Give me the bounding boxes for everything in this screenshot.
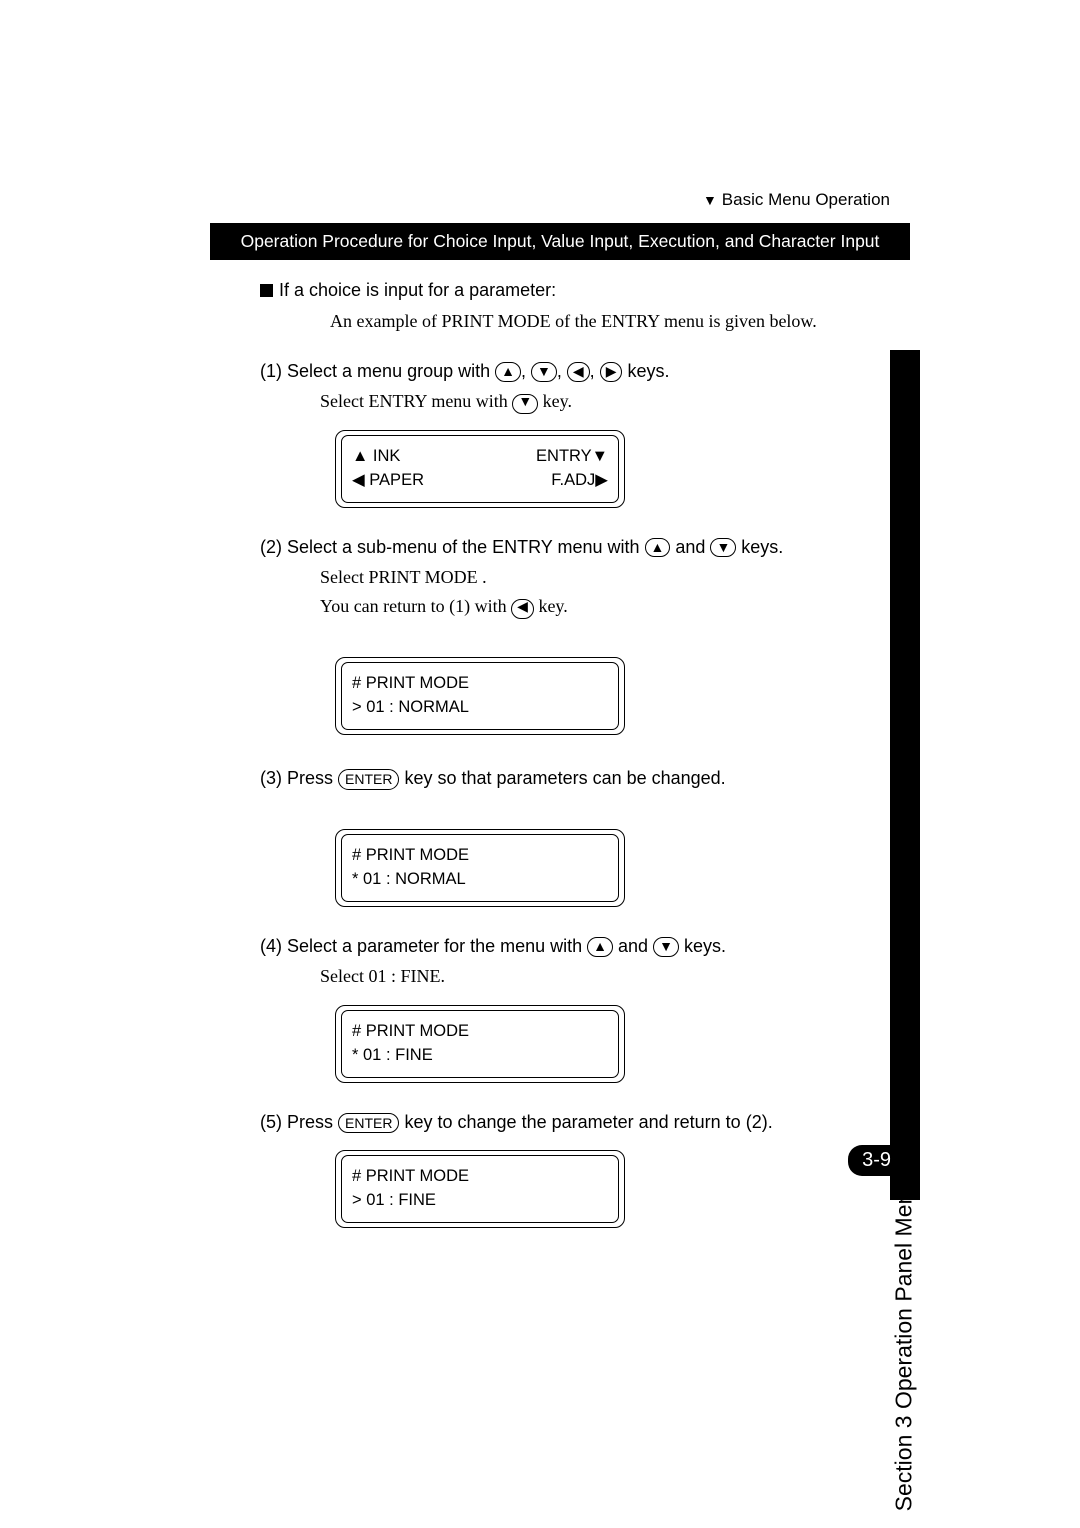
- step-1-sub-pre: Select ENTRY menu with: [320, 391, 512, 411]
- step-4-mid: and: [613, 936, 653, 956]
- step-2-mid: and: [670, 537, 710, 557]
- step-5-pre: Press: [287, 1112, 338, 1132]
- step-4-post: keys.: [679, 936, 726, 956]
- lcd-3-l1: # PRINT MODE: [352, 844, 608, 868]
- page: ▼Basic Menu Operation Section 3 Operatio…: [0, 0, 1080, 1528]
- step-4-num: (4): [260, 936, 282, 956]
- lcd-inner-5: # PRINT MODE > 01 : FINE: [341, 1155, 619, 1223]
- content-area: If a choice is input for a parameter: An…: [260, 280, 900, 1228]
- down-key-icon-4: ▼: [653, 937, 679, 957]
- lcd-display-1: ▲ INK ENTRY▼ ◀ PAPER F.ADJ▶: [335, 430, 625, 508]
- step-5-line: (5) Press ENTER key to change the parame…: [260, 1109, 900, 1137]
- step-2: (2) Select a sub-menu of the ENTRY menu …: [260, 534, 900, 736]
- lcd-display-4: # PRINT MODE * 01 : FINE: [335, 1005, 625, 1083]
- page-number: 3-9: [848, 1145, 905, 1176]
- step-2-sub-b: You can return to (1) with ◀ key.: [320, 593, 900, 621]
- step-3-post: key so that parameters can be changed.: [399, 768, 725, 788]
- step-1-pre: Select a menu group with: [287, 361, 495, 381]
- step-5-num: (5): [260, 1112, 282, 1132]
- lead-line: If a choice is input for a parameter:: [260, 280, 900, 301]
- lead-block: If a choice is input for a parameter: An…: [260, 280, 900, 332]
- lead-text: If a choice is input for a parameter:: [279, 280, 556, 300]
- lcd-3-l2: * 01 : NORMAL: [352, 868, 608, 892]
- lcd-display-2: # PRINT MODE > 01 : NORMAL: [335, 657, 625, 735]
- step-1-sub: Select ENTRY menu with ▼ key.: [320, 388, 900, 416]
- right-key-icon: ▶: [600, 362, 623, 382]
- down-triangle-icon: ▼: [703, 192, 717, 208]
- lcd-1-r2-left: ◀ PAPER: [352, 469, 424, 493]
- step-4-line: (4) Select a parameter for the menu with…: [260, 933, 900, 961]
- left-key-icon-2: ◀: [511, 599, 534, 619]
- step-3: (3) Press ENTER key so that parameters c…: [260, 765, 900, 907]
- lcd-1-r2-right: F.ADJ▶: [551, 469, 608, 493]
- lcd-inner-3: # PRINT MODE * 01 : NORMAL: [341, 834, 619, 902]
- enter-key-icon: ENTER: [338, 769, 399, 790]
- section-title-bar: Operation Procedure for Choice Input, Va…: [210, 223, 910, 260]
- step-5: (5) Press ENTER key to change the parame…: [260, 1109, 900, 1229]
- header-text: Basic Menu Operation: [722, 190, 890, 209]
- lcd-1-r1-left: ▲ INK: [352, 445, 400, 469]
- page-header: ▼ Basic Menu Operation: [703, 190, 890, 210]
- step-2-pre: Select a sub-menu of the ENTRY menu with: [287, 537, 645, 557]
- left-key-icon: ◀: [567, 362, 590, 382]
- down-key-icon-2: ▼: [512, 394, 538, 414]
- comma-2: ,: [557, 361, 567, 381]
- lcd-display-3: # PRINT MODE * 01 : NORMAL: [335, 829, 625, 907]
- comma-3: ,: [590, 361, 600, 381]
- down-key-icon: ▼: [531, 362, 557, 382]
- lcd-4-l1: # PRINT MODE: [352, 1020, 608, 1044]
- lcd-display-5: # PRINT MODE > 01 : FINE: [335, 1150, 625, 1228]
- step-4-sub: Select 01 : FINE.: [320, 963, 900, 991]
- step-3-num: (3): [260, 768, 282, 788]
- step-4-pre: Select a parameter for the menu with: [287, 936, 587, 956]
- step-1-num: (1): [260, 361, 282, 381]
- lcd-1-r1-right: ENTRY▼: [536, 445, 608, 469]
- step-2-line: (2) Select a sub-menu of the ENTRY menu …: [260, 534, 900, 562]
- up-key-icon-3: ▲: [645, 538, 671, 558]
- up-key-icon: ▲: [495, 362, 521, 382]
- down-key-icon-3: ▼: [710, 538, 736, 558]
- step-1: (1) Select a menu group with ▲, ▼, ◀, ▶ …: [260, 358, 900, 508]
- lcd-2-l2: > 01 : NORMAL: [352, 696, 608, 720]
- step-3-line: (3) Press ENTER key so that parameters c…: [260, 765, 900, 793]
- step-5-post: key to change the parameter and return t…: [399, 1112, 772, 1132]
- square-bullet-icon: [260, 284, 273, 297]
- lcd-1-row-1: ▲ INK ENTRY▼: [352, 445, 608, 469]
- comma-1: ,: [521, 361, 531, 381]
- lcd-5-l2: > 01 : FINE: [352, 1189, 608, 1213]
- step-1-post: keys.: [622, 361, 669, 381]
- lcd-2-l1: # PRINT MODE: [352, 672, 608, 696]
- lcd-inner-4: # PRINT MODE * 01 : FINE: [341, 1010, 619, 1078]
- enter-key-icon-2: ENTER: [338, 1113, 399, 1134]
- step-4: (4) Select a parameter for the menu with…: [260, 933, 900, 1083]
- step-2-sub-a: Select PRINT MODE .: [320, 564, 900, 592]
- step-2-post: keys.: [736, 537, 783, 557]
- step-2-sub-b-post: key.: [534, 596, 568, 616]
- step-1-sub-post: key.: [538, 391, 572, 411]
- lcd-inner-1: ▲ INK ENTRY▼ ◀ PAPER F.ADJ▶: [341, 435, 619, 503]
- step-1-line: (1) Select a menu group with ▲, ▼, ◀, ▶ …: [260, 358, 900, 386]
- step-2-num: (2): [260, 537, 282, 557]
- step-3-pre: Press: [287, 768, 338, 788]
- up-key-icon-4: ▲: [587, 937, 613, 957]
- lcd-1-row-2: ◀ PAPER F.ADJ▶: [352, 469, 608, 493]
- lcd-4-l2: * 01 : FINE: [352, 1044, 608, 1068]
- lead-sub: An example of PRINT MODE of the ENTRY me…: [330, 311, 900, 332]
- lcd-5-l1: # PRINT MODE: [352, 1165, 608, 1189]
- lcd-inner-2: # PRINT MODE > 01 : NORMAL: [341, 662, 619, 730]
- step-2-sub-b-pre: You can return to (1) with: [320, 596, 511, 616]
